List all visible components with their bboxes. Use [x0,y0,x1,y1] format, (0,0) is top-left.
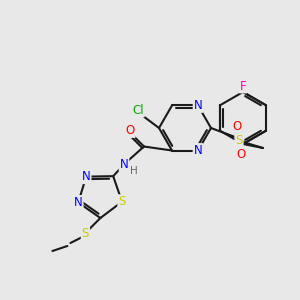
Text: O: O [232,119,242,133]
Text: F: F [240,80,246,92]
Text: O: O [125,124,135,137]
Text: N: N [194,144,202,157]
Text: N: N [194,99,202,112]
Text: O: O [236,148,246,160]
Text: Cl: Cl [132,103,144,116]
Text: S: S [235,134,243,146]
Text: S: S [82,227,89,241]
Text: N: N [74,196,82,209]
Text: S: S [118,195,126,208]
Text: N: N [120,158,128,171]
Text: N: N [82,170,91,183]
Text: H: H [130,166,138,176]
